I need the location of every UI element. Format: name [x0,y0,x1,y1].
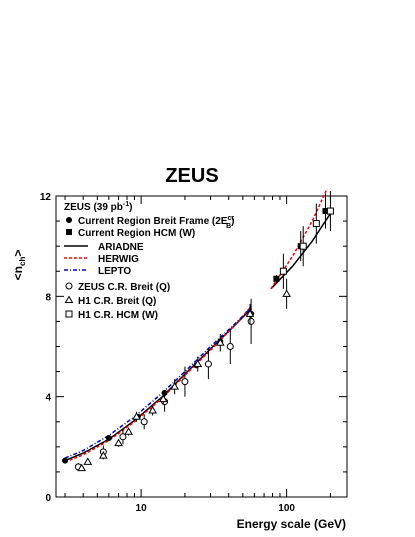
y-tick-label: 12 [40,192,52,203]
legend-entry-label: Current Region Breit Frame (2Ecr B) [78,215,235,230]
legend-entry-text: ZEUS C.R. Breit (Q) [78,282,170,293]
legend-entry-text: Current Region Breit Frame (2E [78,216,228,227]
filled-square-point [322,208,329,215]
y-tick-label: 4 [45,393,51,404]
open-triangle-point [282,289,291,297]
open-circle-point [119,433,127,441]
legend-marker-filled-square [66,229,72,235]
open-square-point [326,207,334,215]
filled-square-point [273,275,280,282]
legend-entry-text: H1 C.R. HCM (W) [78,310,158,321]
open-square-point [299,242,307,250]
open-circle-point [204,360,212,368]
legend-entry-label: ZEUS C.R. Breit (Q) [78,282,170,293]
legend-entry-text: HERWIG [98,254,139,265]
ariadne-curve [64,308,252,462]
open-circle-point [140,418,148,426]
legend-entry-label: H1 C.R. HCM (W) [78,310,158,321]
open-triangle-point [148,405,158,414]
legend-entry-label: LEPTO [98,266,131,277]
legend-marker-open-square [65,310,73,318]
y-tick-label: 8 [45,292,51,303]
open-triangle-point [124,427,133,435]
filled-circle-point [62,457,69,464]
x-tick-label: 100 [278,503,295,514]
legend-entry-label: H1 C.R. Breit (Q) [78,296,156,307]
legend-entry-label: HERWIG [98,254,139,265]
legend-entry-label: ARIADNE [98,242,144,253]
legend-header: ZEUS (39 pb-1) [64,201,132,213]
legend-entry-text: H1 C.R. Breit (Q) [78,296,156,307]
legend-header-text: ZEUS (39 pb [64,202,123,213]
open-triangle-point [215,338,225,346]
open-triangle-point [193,359,203,368]
open-square-point [279,267,287,275]
open-triangle-point [170,382,180,390]
data-points [62,190,334,472]
legend-entry-tail: ) [231,216,234,227]
open-square-point [312,220,320,228]
y-axis-label-main: <n [11,266,25,280]
herwig-curve [270,188,328,290]
legend-marker-open-circle [65,282,73,290]
x-tick-label: 10 [136,503,148,514]
legend-entry-sup: cr [227,215,234,222]
open-circle-point [226,343,234,350]
open-triangle-point [77,463,86,472]
open-triangle-point [114,438,123,447]
legend-header-sup: -1 [123,201,129,208]
open-triangle-point [158,394,168,403]
legend-entry-text: LEPTO [98,266,131,277]
open-triangle-point [83,457,93,465]
ariadne-curve [270,213,332,290]
legend-entry-text: Current Region HCM (W) [78,228,195,239]
legend-entry-sub: B [226,223,231,230]
open-circle-point [181,378,189,386]
y-axis-label-sub: ch [18,257,27,266]
legend-entry-text: ARIADNE [98,242,144,253]
legend-header-close: ) [129,202,132,213]
chart-title: ZEUS [165,165,218,187]
herwig-curve [64,305,252,463]
open-circle-point [247,317,255,325]
y-tick-label: 0 [45,493,51,504]
filled-circle-point [105,435,112,442]
legend: ZEUS (39 pb-1)Current Region Breit Frame… [64,201,235,321]
x-axis-label: Energy scale (GeV) [237,517,346,531]
legend-marker-filled-circle [66,217,72,223]
legend-entry-label: Current Region HCM (W) [78,228,195,239]
open-triangle-point [245,309,255,317]
open-triangle-point [98,451,108,459]
y-axis-label: <nch> [11,250,27,281]
lepto-curve [64,307,252,459]
y-axis-label-close: > [11,250,25,257]
legend-marker-open-triangle [64,295,74,303]
open-triangle-point [132,412,141,420]
